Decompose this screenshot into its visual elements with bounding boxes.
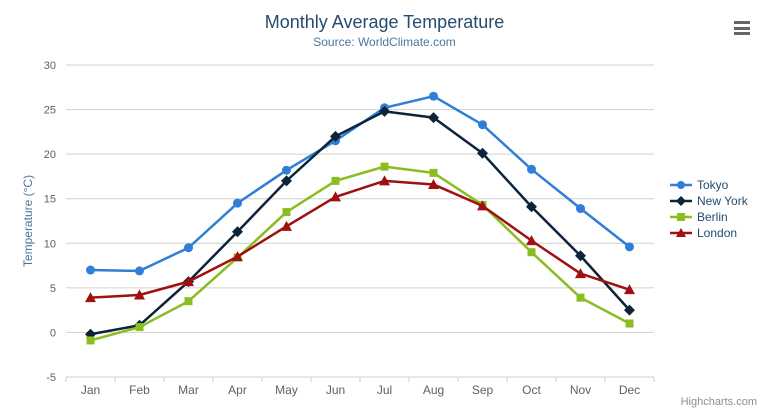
data-point-new-york[interactable] xyxy=(575,250,586,262)
data-point-london[interactable] xyxy=(85,292,96,303)
data-point-london[interactable] xyxy=(281,220,292,231)
data-point-tokyo[interactable] xyxy=(184,243,193,253)
data-point-tokyo[interactable] xyxy=(233,198,242,208)
data-point-berlin[interactable] xyxy=(576,293,585,302)
triangle-marker-icon xyxy=(670,228,692,237)
data-point-berlin[interactable] xyxy=(527,248,536,257)
data-point-london[interactable] xyxy=(624,284,635,295)
data-point-new-york[interactable] xyxy=(477,147,488,159)
x-axis-tick-label: Apr xyxy=(228,383,247,397)
data-point-london[interactable] xyxy=(428,178,439,189)
x-axis-tick-label: Jan xyxy=(81,383,100,397)
hamburger-icon xyxy=(734,21,750,24)
data-point-london[interactable] xyxy=(232,251,243,262)
data-point-new-york[interactable] xyxy=(624,304,635,316)
data-point-london[interactable] xyxy=(477,200,488,211)
x-axis-tick-label: Jun xyxy=(326,383,345,397)
series-line-berlin[interactable] xyxy=(89,165,631,342)
legend-item-berlin[interactable]: Berlin xyxy=(670,209,748,225)
x-axis-tick-label: Nov xyxy=(570,383,591,397)
data-point-new-york[interactable] xyxy=(232,226,243,238)
y-axis-tick-label: 15 xyxy=(44,194,56,206)
series-line-london[interactable] xyxy=(89,179,631,299)
y-axis-tick-label: -5 xyxy=(46,372,56,384)
x-axis-tick-label: May xyxy=(275,383,298,397)
data-point-london[interactable] xyxy=(575,268,586,279)
data-point-berlin[interactable] xyxy=(331,176,340,185)
legend-label: London xyxy=(697,226,738,240)
credits-link[interactable]: Highcharts.com xyxy=(680,396,757,408)
circle-marker-icon xyxy=(670,181,692,189)
y-axis-tick-label: 20 xyxy=(44,149,56,161)
y-axis-tick-label: 30 xyxy=(44,60,56,72)
legend-item-tokyo[interactable]: Tokyo xyxy=(670,177,748,193)
hamburger-icon xyxy=(734,26,750,30)
x-axis-tick-label: Jul xyxy=(377,383,392,397)
x-axis-tick-label: Sep xyxy=(472,383,494,397)
data-point-new-york[interactable] xyxy=(428,112,439,124)
x-axis-tick-label: Oct xyxy=(522,383,541,397)
square-marker-icon xyxy=(670,213,692,221)
legend-label: New York xyxy=(697,194,748,208)
x-axis-tick-label: Dec xyxy=(619,383,640,397)
data-point-london[interactable] xyxy=(134,289,145,300)
data-point-berlin[interactable] xyxy=(184,297,193,306)
data-point-london[interactable] xyxy=(330,191,341,202)
hamburger-icon xyxy=(734,32,750,35)
data-point-tokyo[interactable] xyxy=(478,120,487,130)
data-point-berlin[interactable] xyxy=(86,336,95,345)
y-axis-tick-label: 25 xyxy=(44,105,56,117)
data-point-tokyo[interactable] xyxy=(86,265,95,275)
chart-subtitle: Source: WorldClimate.com xyxy=(313,35,456,49)
data-point-new-york[interactable] xyxy=(526,201,537,213)
y-axis-title: Temperature (°C) xyxy=(21,174,35,268)
y-axis-tick-label: 5 xyxy=(50,283,56,295)
data-point-london[interactable] xyxy=(183,276,194,287)
legend-item-london[interactable]: London xyxy=(670,225,748,241)
series-line-new-york[interactable] xyxy=(89,110,631,336)
data-point-tokyo[interactable] xyxy=(527,164,536,174)
x-axis-tick-label: Feb xyxy=(129,383,150,397)
data-point-new-york[interactable] xyxy=(330,130,341,142)
series-line-tokyo[interactable] xyxy=(89,94,631,273)
data-point-berlin[interactable] xyxy=(135,323,144,332)
diamond-marker-icon xyxy=(670,196,692,206)
data-point-new-york[interactable] xyxy=(379,105,390,117)
data-point-new-york[interactable] xyxy=(281,175,292,187)
legend: Tokyo New York Berlin London xyxy=(670,177,748,241)
data-point-berlin[interactable] xyxy=(380,162,389,171)
data-point-berlin[interactable] xyxy=(282,208,291,217)
export-menu-button[interactable] xyxy=(732,19,754,37)
legend-label: Tokyo xyxy=(697,178,729,192)
y-axis-tick-label: 0 xyxy=(50,327,56,339)
data-point-berlin[interactable] xyxy=(625,319,634,328)
data-point-tokyo[interactable] xyxy=(282,165,291,175)
data-point-tokyo[interactable] xyxy=(576,204,585,214)
y-axis-tick-label: 10 xyxy=(44,238,56,250)
chart-title: Monthly Average Temperature xyxy=(264,12,505,32)
legend-label: Berlin xyxy=(697,210,728,224)
x-axis-tick-label: Mar xyxy=(178,383,199,397)
legend-item-new-york[interactable]: New York xyxy=(670,193,748,209)
data-point-london[interactable] xyxy=(526,235,537,246)
data-point-tokyo[interactable] xyxy=(135,266,144,276)
x-axis-tick-label: Aug xyxy=(423,383,444,397)
data-point-berlin[interactable] xyxy=(429,168,438,177)
data-point-tokyo[interactable] xyxy=(625,242,634,252)
data-point-london[interactable] xyxy=(379,175,390,186)
data-point-tokyo[interactable] xyxy=(429,91,438,101)
